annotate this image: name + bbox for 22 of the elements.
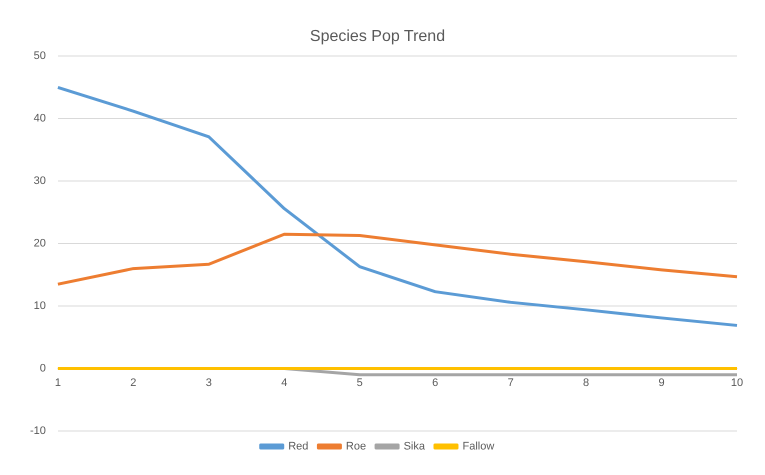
x-tick-label: 2: [130, 377, 136, 390]
x-tick-label: 3: [206, 377, 212, 390]
x-tick-label: 9: [658, 377, 665, 390]
y-tick-label: 50: [34, 50, 46, 62]
y-tick-label: 30: [34, 175, 46, 188]
y-tick-label: 10: [34, 300, 46, 312]
legend-label: Fallow: [462, 440, 494, 453]
y-tick-label: 20: [34, 238, 46, 250]
legend-label: Red: [288, 440, 308, 453]
x-tick-label: 4: [281, 377, 288, 390]
legend-label: Sika: [404, 440, 426, 453]
legend-label: Roe: [346, 440, 366, 453]
x-tick-label: 10: [730, 377, 744, 390]
x-tick-label: 1: [54, 377, 61, 390]
x-tick-label: 8: [583, 377, 590, 390]
x-tick-label: 6: [432, 377, 438, 390]
chart-title: Species Pop Trend: [310, 28, 446, 46]
y-tick-label: -10: [30, 425, 46, 438]
x-tick-label: 7: [508, 377, 514, 390]
x-tick-label: 5: [356, 377, 363, 390]
y-tick-label: 40: [34, 112, 46, 125]
y-tick-label: 0: [40, 362, 46, 375]
